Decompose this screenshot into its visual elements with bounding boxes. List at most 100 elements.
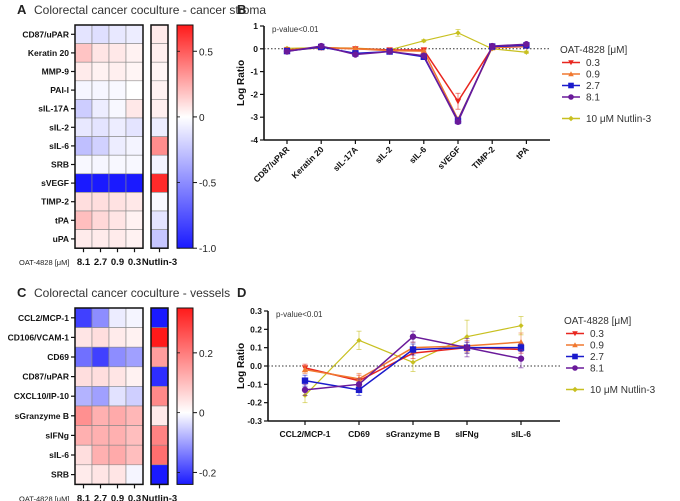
heatmap-cell — [125, 366, 144, 387]
heatmap-cell — [125, 425, 144, 446]
heatmap-cell — [108, 154, 127, 175]
row-label: TIMP-2 — [41, 197, 69, 207]
y-tick-label: 0.0 — [250, 361, 262, 371]
y-tick-label: -0.2 — [247, 398, 262, 408]
y-tick-label: 0.3 — [250, 306, 262, 316]
line-panel-d: D 0.3 0.2 0.1 0.0 -0.1 -0.2 -0.3 Log Ratio p-valu… — [236, 285, 656, 439]
x-tick-label: Keratin 20 — [289, 144, 325, 180]
heatmap-cell — [74, 117, 93, 137]
data-point — [409, 346, 417, 353]
heatmap-cell — [91, 425, 110, 446]
heatmap-cell — [74, 425, 93, 446]
p-value-annotation: p-value<0.01 — [276, 310, 323, 319]
line-panel-b: B1 0 -1 -2 -3 -4 Log Ratio p-value<0.01 CD87/uPA… — [236, 2, 652, 184]
heatmap-cell — [125, 346, 144, 368]
legend-label: 10 μM Nutlin-3 — [590, 385, 656, 396]
colorbar-tick-label: -1.0 — [199, 244, 217, 255]
data-point — [572, 365, 578, 371]
y-tick-label: 0.2 — [250, 324, 262, 334]
heatmap-cell — [150, 327, 169, 348]
heatmap-cell — [125, 386, 144, 407]
colorbar — [176, 24, 194, 249]
heatmap-cell — [91, 192, 110, 212]
heatmap-cell — [74, 405, 93, 426]
heatmap-cell — [108, 444, 127, 466]
col-label: Nutlin-3 — [142, 257, 177, 268]
heatmap-cell — [74, 327, 93, 348]
heatmap-cell — [91, 386, 110, 407]
heatmap-cell — [150, 99, 169, 119]
heatmap-cell — [91, 154, 110, 175]
heatmap-cell — [125, 405, 144, 426]
heatmap-cell — [91, 405, 110, 426]
heatmap-cell — [74, 43, 93, 63]
colorbar — [176, 307, 194, 485]
panel-letter: B — [237, 2, 246, 17]
heatmap-cell — [125, 99, 144, 119]
heatmap-cell — [91, 117, 110, 137]
data-point — [301, 377, 309, 384]
legend-title: OAT-4828 [μM] — [564, 316, 631, 327]
col-label: 8.1 — [77, 257, 91, 268]
row-label: sIL-6 — [49, 141, 69, 151]
row-label: uPA — [53, 234, 69, 244]
y-axis-label: Log Ratio — [236, 343, 247, 389]
heatmap-cell — [150, 192, 169, 212]
heatmap-cell — [91, 80, 110, 100]
row-label: sIL-17A — [38, 104, 69, 114]
heatmap-cell — [74, 80, 93, 100]
heatmap-cell — [150, 425, 169, 446]
colorbar-tick-label: 0 — [199, 113, 205, 124]
data-point — [420, 47, 427, 54]
heatmap-cell — [91, 173, 110, 193]
panel-letter: C — [17, 285, 27, 300]
heatmap-cell — [150, 43, 169, 63]
y-tick-label: 1 — [253, 21, 258, 31]
heatmap-cell — [125, 80, 144, 100]
x-tick-label: CD69 — [348, 429, 370, 439]
colorbar-tick-label: 0.5 — [199, 47, 213, 58]
row-label: CD106/VCAM-1 — [8, 332, 70, 342]
heatmap-cell — [108, 210, 127, 230]
heatmap-cell — [125, 327, 144, 348]
data-point — [568, 115, 574, 122]
data-point — [455, 30, 461, 36]
heatmap-cell — [74, 464, 93, 485]
heatmap-cell — [74, 99, 93, 119]
p-value-annotation: p-value<0.01 — [272, 25, 319, 34]
heatmap-cell — [125, 24, 144, 44]
heatmap-cell — [108, 327, 127, 348]
col-label: 0.9 — [111, 257, 124, 268]
panel-title: Colorectal cancer coculture - cancer str… — [34, 3, 266, 17]
row-label: sGranzyme B — [15, 411, 69, 421]
data-point — [572, 386, 578, 393]
y-axis-label: Log Ratio — [236, 60, 247, 106]
legend-label: 8.1 — [586, 93, 600, 104]
y-tick-label: -2 — [250, 89, 258, 99]
heatmap-cell — [74, 229, 93, 249]
data-point — [283, 48, 291, 55]
data-point — [568, 71, 574, 77]
row-label: Keratin 20 — [28, 48, 69, 58]
heatmap-cell — [74, 366, 93, 387]
heatmap-cell — [108, 80, 127, 100]
data-point — [568, 94, 574, 100]
row-label: CCL2/MCP-1 — [18, 313, 69, 323]
heatmap-panel-a: A Colorectal cancer coculture - cancer st… — [17, 2, 266, 268]
heatmap-cell — [150, 386, 169, 407]
row-label: SRB — [51, 160, 69, 170]
heatmap-cell — [150, 405, 169, 426]
heatmap-cell — [150, 173, 169, 193]
data-point — [518, 323, 524, 329]
heatmap-cell — [150, 80, 169, 100]
heatmap-cell — [91, 43, 110, 63]
heatmap-cell — [108, 192, 127, 212]
data-point — [464, 334, 470, 340]
series-8.1 — [301, 330, 525, 396]
heatmap-cell — [91, 444, 110, 466]
col-label: 2.7 — [94, 493, 107, 501]
heatmap-cell — [91, 99, 110, 119]
heatmap-cell — [150, 307, 169, 328]
heatmap-cell — [74, 444, 93, 466]
